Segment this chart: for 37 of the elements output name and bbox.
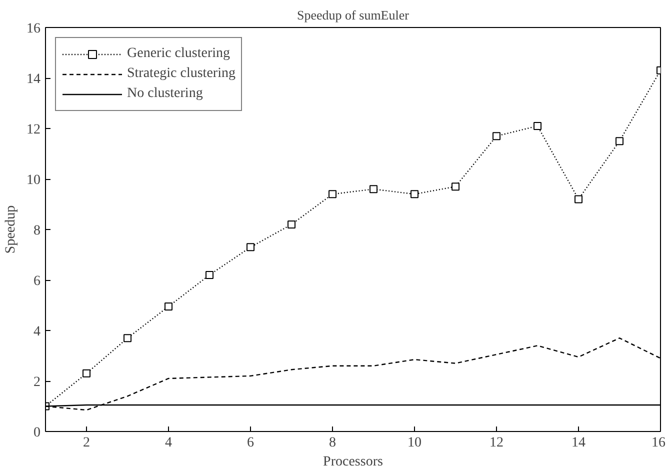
y-tick-label: 0	[34, 426, 40, 440]
y-tick-label: 12	[26, 122, 40, 138]
y-tick-label: 2	[34, 375, 40, 390]
y-tick-label: 4	[34, 324, 40, 340]
y-tick-label: 8	[34, 224, 40, 238]
x-tick-label: 14	[572, 436, 586, 450]
point	[370, 185, 378, 194]
point	[82, 369, 90, 378]
point	[124, 334, 132, 342]
point	[164, 302, 172, 311]
point	[574, 195, 582, 204]
point	[616, 137, 624, 146]
chart-title: Speedup of sumEuler	[297, 8, 410, 22]
x-tick-label: 10	[408, 436, 422, 450]
y-tick-label: 6	[34, 274, 40, 289]
y-tick-label: 14	[26, 72, 40, 87]
y-tick-label: 10	[26, 173, 40, 188]
x-tick-label: 2	[83, 436, 90, 450]
point	[246, 243, 254, 252]
legend-label: Generic clustering	[127, 46, 230, 62]
point	[534, 122, 542, 130]
x-tick-label: 8	[329, 436, 336, 450]
point	[452, 182, 460, 191]
x-axis-title: Processors	[323, 454, 383, 470]
point	[492, 132, 500, 140]
point	[206, 270, 214, 279]
point	[410, 190, 418, 198]
point	[288, 220, 296, 228]
x-tick-label: 4	[165, 436, 172, 450]
y-axis-title: Speedup	[4, 205, 18, 254]
x-tick-label: 6	[247, 436, 254, 450]
y-tick-label: 16	[26, 22, 40, 36]
point	[328, 190, 336, 198]
x-tick-label: 16	[652, 436, 666, 450]
legend-label: No clustering	[127, 86, 203, 102]
legend-label: Strategic clustering	[127, 66, 236, 82]
x-tick-label: 12	[490, 436, 504, 450]
